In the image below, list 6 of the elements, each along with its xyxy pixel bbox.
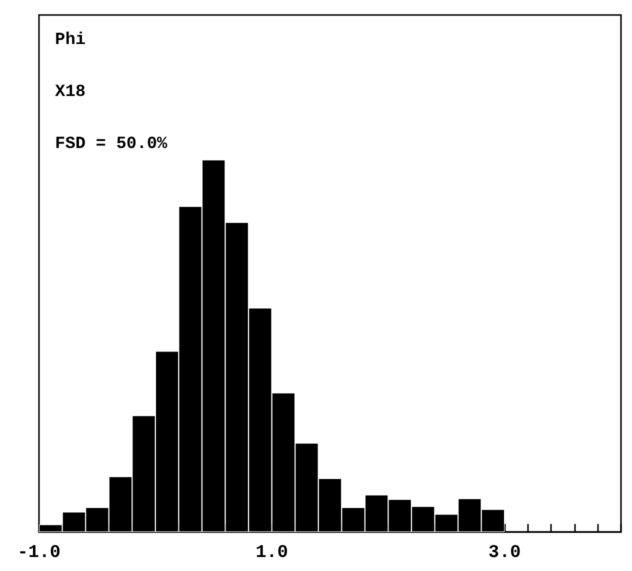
x-tick-label: -1.0 (17, 543, 61, 563)
x-tick-label: 1.0 (256, 543, 288, 563)
x-tick-label: 3.0 (488, 543, 521, 563)
text: X18 (55, 83, 86, 102)
text: FSD = 50.0% (55, 135, 168, 154)
text: Phi (55, 31, 86, 50)
